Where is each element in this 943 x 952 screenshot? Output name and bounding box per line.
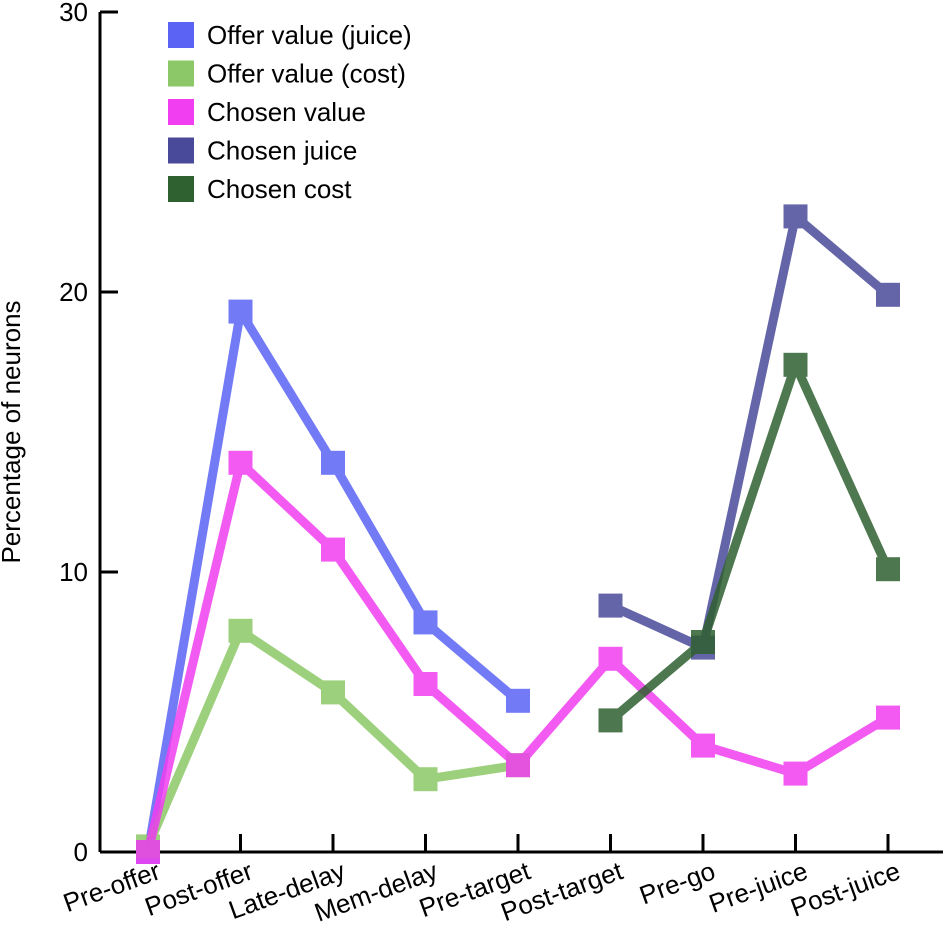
data-point — [413, 610, 438, 635]
series-line — [143, 626, 523, 851]
data-point — [321, 680, 345, 705]
series-0 — [136, 299, 530, 864]
y-ticks: 0 10 20 30 — [59, 0, 118, 867]
data-point — [598, 593, 623, 618]
y-tick-label: 0 — [74, 837, 88, 867]
y-tick-label: 20 — [59, 277, 88, 307]
x-ticks: Pre-offerPost-offerLate-delayMem-delayPr… — [59, 834, 904, 928]
legend: Offer value (juice) Offer value (cost) Cho… — [168, 20, 412, 204]
data-point — [783, 352, 808, 377]
legend-label: Offer value (cost) — [207, 59, 406, 89]
series-4 — [598, 352, 900, 733]
legend-swatch — [168, 60, 194, 87]
legend-label: Chosen cost — [207, 174, 352, 204]
y-tick-label: 30 — [59, 0, 88, 27]
data-point — [321, 537, 345, 562]
legend-label: Offer value (juice) — [207, 20, 412, 50]
series-line — [606, 211, 893, 653]
data-point — [783, 204, 808, 229]
data-point — [691, 733, 715, 758]
data-point — [876, 557, 900, 582]
series-line — [143, 458, 893, 857]
data-point — [228, 299, 253, 324]
data-point — [598, 708, 623, 733]
data-point — [136, 840, 160, 864]
data-point — [413, 672, 438, 696]
legend-swatch — [168, 137, 194, 164]
data-point — [876, 282, 900, 307]
data-point — [783, 761, 808, 786]
data-point — [691, 630, 715, 654]
series-3 — [598, 204, 900, 660]
legend-swatch — [168, 176, 194, 202]
y-tick-label: 10 — [59, 557, 88, 587]
legend-swatch — [168, 22, 194, 48]
data-point — [321, 450, 345, 475]
data-point — [228, 618, 253, 643]
legend-swatch — [168, 99, 194, 125]
legend-label: Chosen value — [207, 97, 366, 127]
data-point — [506, 753, 530, 778]
data-point — [506, 688, 530, 713]
data-point — [598, 646, 623, 671]
series-line — [606, 360, 893, 725]
y-axis-title: Percentage of neurons — [0, 300, 26, 563]
data-point — [413, 767, 438, 792]
legend-label: Chosen juice — [207, 136, 357, 166]
x-tick-label: Pre-go — [635, 855, 719, 910]
data-point — [228, 450, 253, 475]
series-layer — [136, 204, 900, 864]
data-point — [876, 705, 900, 730]
series-2 — [136, 450, 900, 864]
